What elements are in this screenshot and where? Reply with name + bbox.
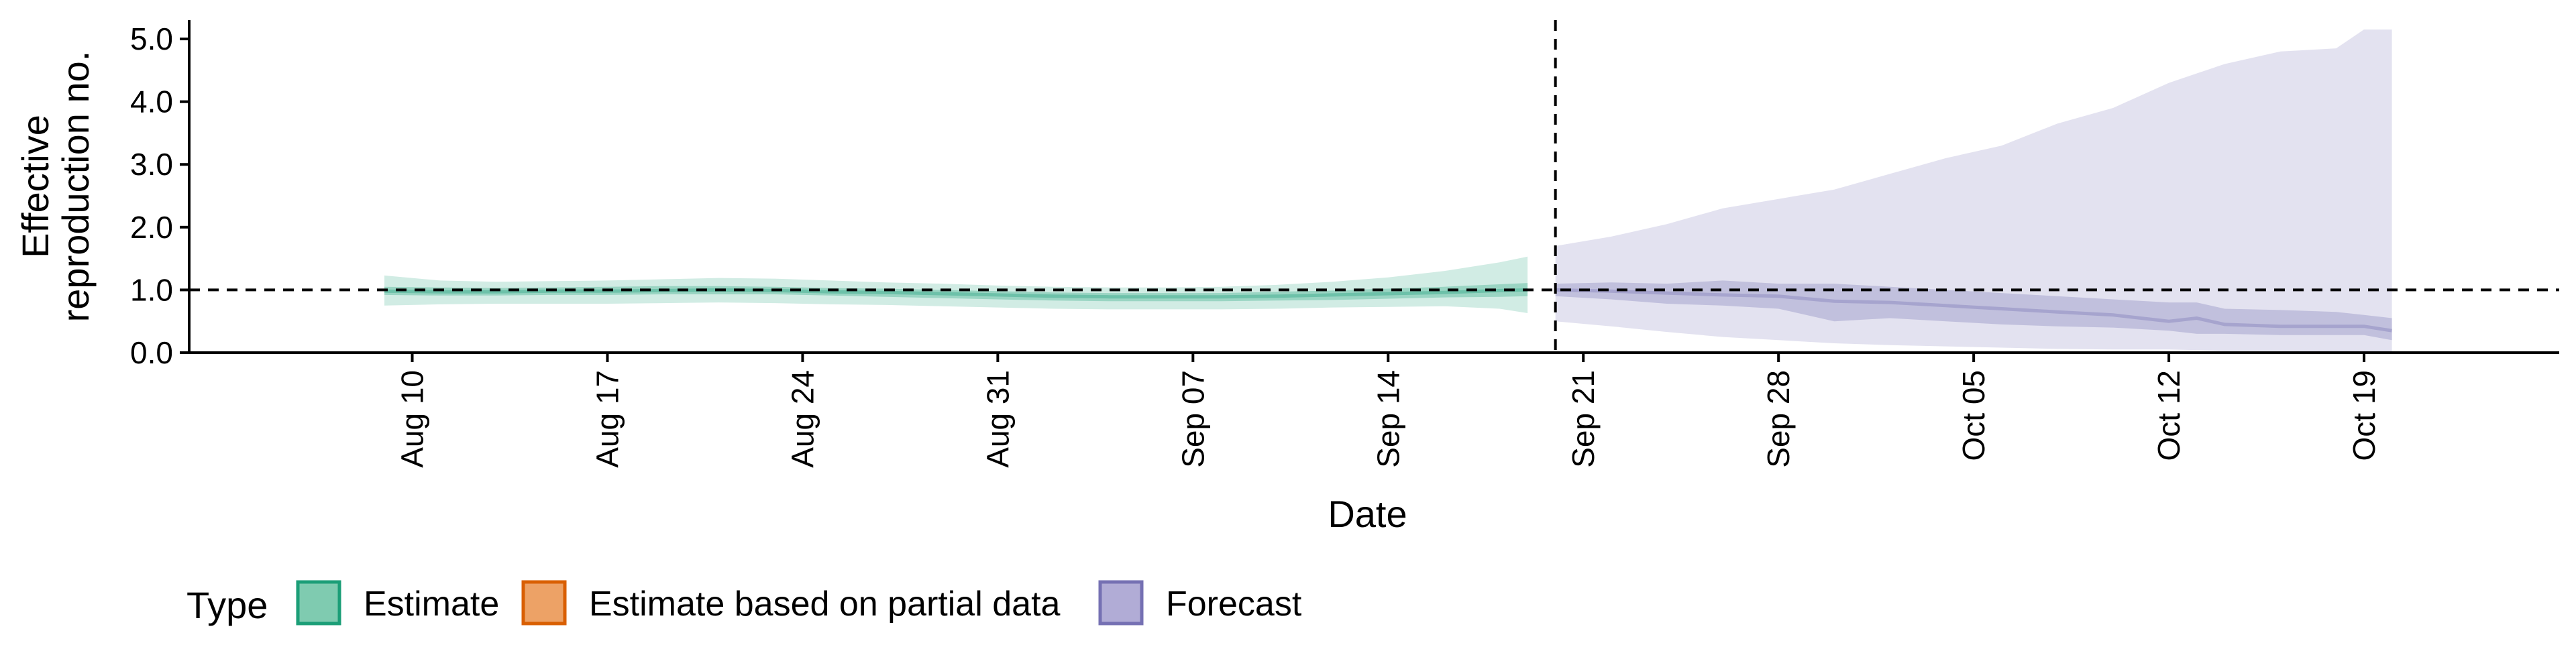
x-tick-label: Sep 14 <box>1371 370 1405 468</box>
y-tick-label: 0.0 <box>130 335 173 370</box>
chart-lines <box>189 20 2559 353</box>
y-tick-label: 5.0 <box>130 21 173 56</box>
forecast-median-line <box>1555 288 2392 333</box>
estimate-band-50 <box>384 283 1528 302</box>
y-tick-label: 2.0 <box>130 210 173 245</box>
chart-labels: 0.0 1.0 2.0 3.0 4.0 5.0 Aug 10 Aug 17 Aug 24 Aug … <box>14 21 2381 535</box>
chart-bands <box>384 30 2392 352</box>
y-tick-label: 3.0 <box>130 147 173 182</box>
x-tick-label: Oct 19 <box>2347 370 2381 461</box>
legend-swatch-2 <box>1098 580 1144 626</box>
x-tick-label: Sep 07 <box>1175 370 1210 468</box>
x-tick-label: Sep 21 <box>1566 370 1601 468</box>
forecast-band-90 <box>1555 30 2392 352</box>
y-tick-label: 1.0 <box>130 272 173 307</box>
legend-swatch-0 <box>296 580 341 626</box>
estimate-median-line <box>384 288 1528 299</box>
y-axis-title-line-2: reproduction no. <box>54 51 97 322</box>
legend-label-1: Estimate based on partial data <box>589 585 1061 624</box>
x-tick-label: Aug 10 <box>395 370 430 468</box>
legend: Type Estimate Estimate based on partial da… <box>186 580 1302 626</box>
x-tick-label: Oct 05 <box>1956 370 1991 461</box>
y-axis-title-line-1: Effective <box>14 115 56 258</box>
legend-title: Type <box>186 584 268 626</box>
x-tick-label: Aug 17 <box>590 370 625 468</box>
x-tick-label: Oct 12 <box>2151 370 2186 461</box>
legend-swatch-1 <box>521 580 567 626</box>
x-tick-label: Aug 31 <box>980 370 1015 468</box>
estimate-band-90 <box>384 256 1528 313</box>
x-tick-label: Sep 28 <box>1761 370 1796 468</box>
x-axis-title: Date <box>1328 493 1407 535</box>
legend-label-2: Forecast <box>1166 585 1302 624</box>
chart-axes <box>180 20 2559 362</box>
legend-label-0: Estimate <box>364 585 499 624</box>
y-tick-label: 4.0 <box>130 84 173 119</box>
x-tick-label: Aug 24 <box>785 370 820 468</box>
forecast-band-50 <box>1555 280 2392 341</box>
